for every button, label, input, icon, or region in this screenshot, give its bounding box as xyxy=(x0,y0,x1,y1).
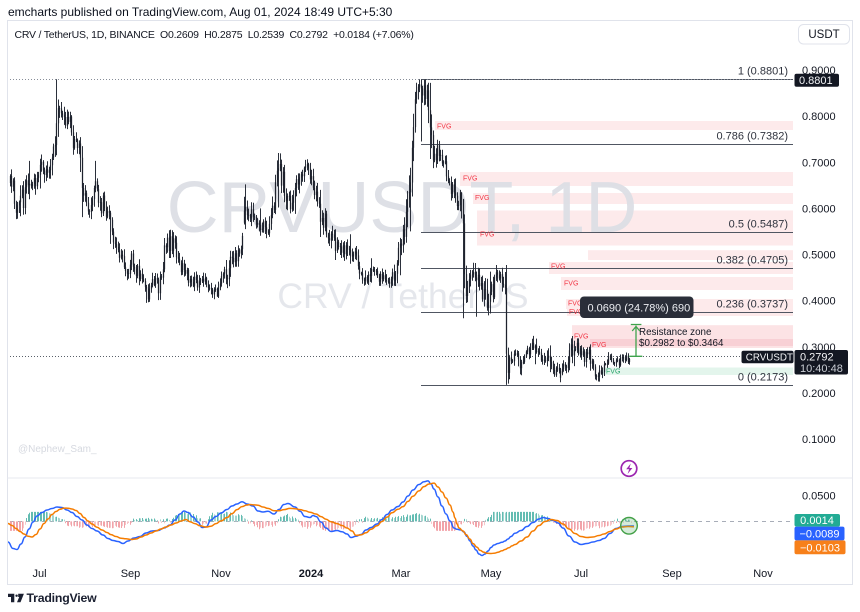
svg-text:FVG: FVG xyxy=(568,301,582,308)
svg-text:Nov: Nov xyxy=(753,568,773,580)
svg-text:0.5000: 0.5000 xyxy=(802,250,836,262)
svg-text:FVG: FVG xyxy=(551,264,565,271)
svg-text:0.8801: 0.8801 xyxy=(799,75,833,87)
svg-text:Jul: Jul xyxy=(574,568,588,580)
svg-text:FVG: FVG xyxy=(592,342,606,349)
svg-text:FVG: FVG xyxy=(475,195,489,202)
svg-text:0.0500: 0.0500 xyxy=(802,491,836,503)
svg-text:0.7000: 0.7000 xyxy=(802,157,836,169)
svg-text:0.9000: 0.9000 xyxy=(802,65,836,77)
svg-text:−0.0103: −0.0103 xyxy=(800,542,840,554)
svg-text:0.1000: 0.1000 xyxy=(802,434,836,446)
svg-text:FVG: FVG xyxy=(574,334,588,341)
svg-text:2024: 2024 xyxy=(299,568,324,580)
svg-text:Sep: Sep xyxy=(662,568,682,580)
svg-text:0.8000: 0.8000 xyxy=(802,111,836,123)
svg-text:Nov: Nov xyxy=(211,568,231,580)
svg-text:May: May xyxy=(481,568,502,580)
svg-text:TradingView: TradingView xyxy=(27,591,98,605)
svg-text:Resistance zone: Resistance zone xyxy=(639,327,712,338)
svg-text:0.6000: 0.6000 xyxy=(802,203,836,215)
svg-text:−0.0089: −0.0089 xyxy=(799,528,839,540)
svg-text:FVG: FVG xyxy=(606,369,620,376)
svg-text:CRV / TetherUS: CRV / TetherUS xyxy=(277,276,528,316)
svg-text:0.382 (0.4705): 0.382 (0.4705) xyxy=(716,255,788,267)
svg-text:0.3000: 0.3000 xyxy=(802,342,836,354)
svg-text:USDT: USDT xyxy=(808,29,839,41)
svg-text:1 (0.8801): 1 (0.8801) xyxy=(738,66,788,78)
svg-text:0.4000: 0.4000 xyxy=(802,296,836,308)
svg-text:FVG: FVG xyxy=(437,124,451,131)
svg-text:CRVUSDT: CRVUSDT xyxy=(746,352,793,363)
svg-text:Jul: Jul xyxy=(32,568,46,580)
svg-text:CRV / TetherUS, 1D, BINANCE O: CRV / TetherUS, 1D, BINANCE O0.2609 H0.2… xyxy=(15,29,414,41)
svg-text:$0.2982 to $0.3464: $0.2982 to $0.3464 xyxy=(639,338,724,349)
svg-text:0.786 (0.7382): 0.786 (0.7382) xyxy=(716,131,788,143)
svg-text:FVG: FVG xyxy=(463,176,477,183)
svg-text:Mar: Mar xyxy=(392,568,411,580)
svg-text:0.2000: 0.2000 xyxy=(802,388,836,400)
svg-text:0 (0.2173): 0 (0.2173) xyxy=(738,372,788,384)
svg-text:CRVUSDT, 1D: CRVUSDT, 1D xyxy=(167,168,638,248)
svg-text:0.5 (0.5487): 0.5 (0.5487) xyxy=(729,219,788,231)
svg-text:FVG: FVG xyxy=(480,232,494,239)
svg-text:emcharts published on TradingV: emcharts published on TradingView.com, A… xyxy=(8,5,393,19)
svg-text:0.2792: 0.2792 xyxy=(800,352,834,364)
svg-text:10:40:48: 10:40:48 xyxy=(800,363,843,375)
svg-text:0.0014: 0.0014 xyxy=(800,515,834,527)
svg-text:0.0690 (24.78%) 690: 0.0690 (24.78%) 690 xyxy=(588,302,691,314)
svg-text:0.236 (0.3737): 0.236 (0.3737) xyxy=(716,299,788,311)
svg-text:Sep: Sep xyxy=(121,568,141,580)
svg-text:FVG: FVG xyxy=(564,281,578,288)
svg-text:FVG: FVG xyxy=(569,309,583,316)
svg-text:@Nephew_Sam_: @Nephew_Sam_ xyxy=(18,444,97,455)
